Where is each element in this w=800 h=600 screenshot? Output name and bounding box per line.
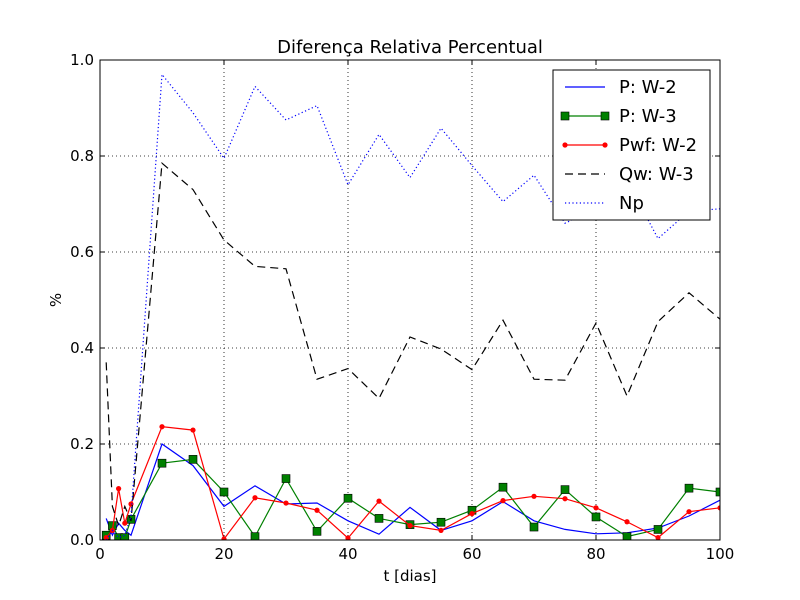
x-axis-label: t [dias] — [383, 567, 436, 585]
data-point-pwf-w-2 — [252, 495, 258, 501]
legend-marker — [600, 111, 610, 121]
data-point-p-w-3 — [188, 455, 198, 464]
data-point-p-w-3 — [343, 493, 353, 503]
data-point-pwf-w-2 — [593, 505, 599, 511]
legend-label-p-w-3: P: W-3 — [619, 106, 677, 127]
data-point-p-w-3 — [120, 533, 130, 540]
data-point-pwf-w-2 — [438, 527, 444, 534]
data-point-pwf-w-2 — [283, 500, 289, 506]
x-tick-label: 100 — [706, 545, 735, 563]
data-point-p-w-3 — [498, 482, 508, 492]
data-point-pwf-w-2 — [221, 536, 227, 540]
data-point-p-w-3 — [312, 527, 322, 536]
data-point-p-w-3 — [591, 512, 601, 522]
data-point-pwf-w-2 — [562, 496, 568, 502]
series-line-p-w-2 — [105, 443, 720, 537]
data-point-p-w-3 — [157, 458, 167, 468]
data-point-p-w-3 — [250, 532, 260, 540]
y-tick-label: 0.4 — [70, 339, 94, 357]
y-tick-label: 0.6 — [70, 243, 94, 261]
legend-marker — [602, 142, 608, 148]
data-point-pwf-w-2 — [345, 535, 351, 540]
series-line-pwf-w-2 — [105, 426, 720, 540]
data-point-pwf-w-2 — [122, 520, 128, 526]
y-tick-label: 0.0 — [70, 531, 94, 549]
data-point-pwf-w-2 — [376, 498, 382, 504]
legend-label-pwf-w-2: Pwf: W-2 — [619, 135, 697, 156]
data-point-pwf-w-2 — [159, 424, 165, 430]
data-point-pwf-w-2 — [655, 535, 661, 540]
legend-label-qw-w-3: Qw: W-3 — [619, 164, 694, 185]
y-tick-label: 0.2 — [70, 435, 94, 453]
data-point-pwf-w-2 — [717, 505, 720, 511]
plot-frame — [99, 59, 721, 541]
data-point-pwf-w-2 — [500, 498, 506, 504]
y-tick-label: 1.0 — [70, 51, 94, 69]
data-point-pwf-w-2 — [469, 510, 475, 517]
data-point-pwf-w-2 — [314, 507, 320, 513]
data-point-pwf-w-2 — [190, 427, 196, 433]
data-point-p-w-3 — [715, 487, 720, 497]
x-tick-label: 60 — [462, 545, 481, 563]
y-tick-label: 0.8 — [70, 147, 94, 165]
data-point-pwf-w-2 — [624, 519, 630, 525]
legend-label-np: Np — [619, 193, 644, 214]
data-point-p-w-3 — [281, 474, 291, 483]
data-point-pwf-w-2 — [407, 523, 413, 529]
legend-marker — [560, 111, 570, 121]
x-tick-label: 40 — [338, 545, 357, 563]
x-tick-label: 80 — [586, 545, 605, 563]
legend-marker — [562, 142, 568, 148]
data-point-p-w-3 — [560, 485, 570, 494]
data-point-p-w-3 — [653, 525, 663, 534]
data-point-p-w-3 — [374, 514, 384, 523]
data-point-p-w-3 — [219, 487, 229, 497]
legend: P: W-2 P: W-3 Pwf: W-2 Qw: W-3 Np — [552, 69, 711, 221]
y-axis-label: % — [47, 293, 65, 307]
data-point-p-w-3 — [684, 483, 694, 493]
x-tick-label: 0 — [95, 545, 105, 563]
tick-labels: 0 20 40 60 80 100 0.0 0.2 0.4 0.6 0.8 1.0 — [70, 51, 734, 563]
data-point-p-w-3 — [529, 522, 539, 532]
data-point-pwf-w-2 — [116, 486, 122, 492]
x-tick-label: 20 — [214, 545, 233, 563]
data-point-pwf-w-2 — [103, 535, 109, 540]
chart-title: Diferença Relativa Percentual — [277, 37, 543, 58]
data-point-p-w-3 — [622, 532, 632, 540]
data-point-p-w-3 — [436, 517, 446, 527]
data-point-pwf-w-2 — [531, 493, 537, 499]
data-point-pwf-w-2 — [686, 509, 692, 515]
legend-label-p-w-2: P: W-2 — [619, 77, 677, 98]
